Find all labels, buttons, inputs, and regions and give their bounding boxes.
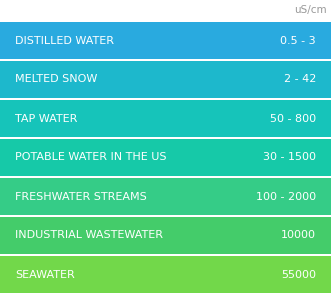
Bar [0,256,331,293]
Text: DISTILLED WATER: DISTILLED WATER [15,35,114,45]
Text: 10000: 10000 [281,231,316,241]
Text: 55000: 55000 [281,270,316,280]
Bar [0,139,331,176]
Text: 50 - 800: 50 - 800 [270,113,316,124]
Text: 0.5 - 3: 0.5 - 3 [280,35,316,45]
Text: uS/cm: uS/cm [294,5,327,15]
Bar [0,217,331,254]
Text: MELTED SNOW: MELTED SNOW [15,74,97,84]
Text: SEAWATER: SEAWATER [15,270,75,280]
Text: TAP WATER: TAP WATER [15,113,77,124]
Text: 30 - 1500: 30 - 1500 [263,152,316,163]
Text: FRESHWATER STREAMS: FRESHWATER STREAMS [15,192,147,202]
Bar [0,61,331,98]
Bar [0,100,331,137]
Bar [0,22,331,59]
Text: 100 - 2000: 100 - 2000 [256,192,316,202]
Bar [0,178,331,215]
Text: 2 - 42: 2 - 42 [284,74,316,84]
Text: POTABLE WATER IN THE US: POTABLE WATER IN THE US [15,152,166,163]
Text: INDUSTRIAL WASTEWATER: INDUSTRIAL WASTEWATER [15,231,163,241]
